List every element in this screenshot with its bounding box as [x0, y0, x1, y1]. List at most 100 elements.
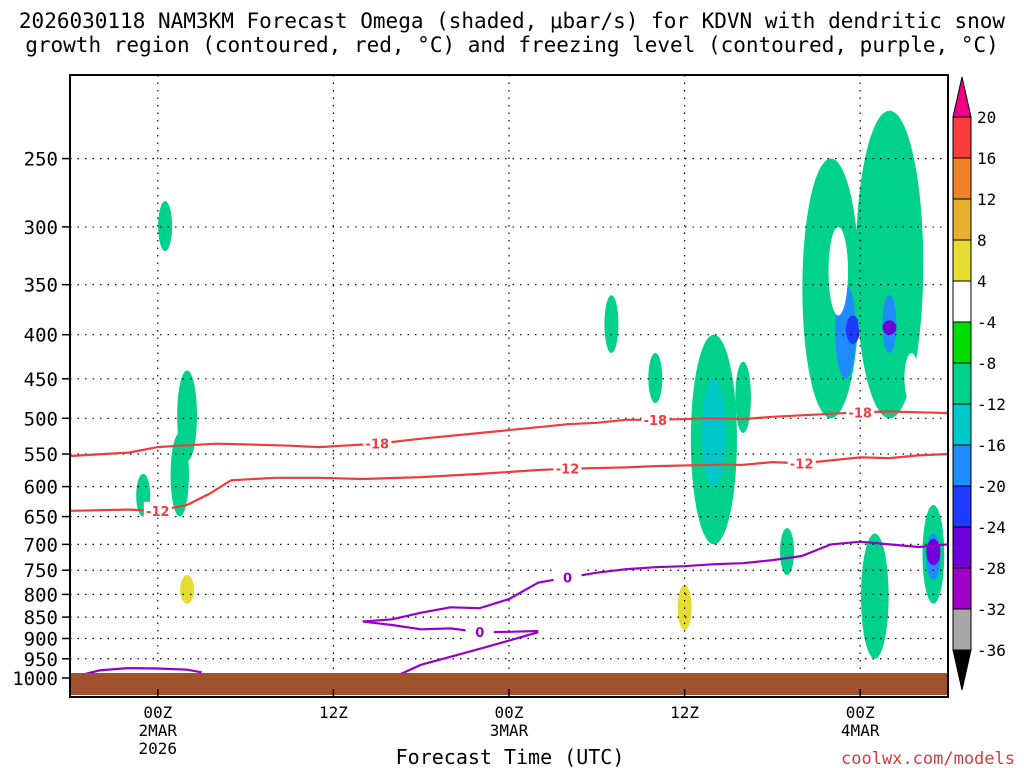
omega-region — [604, 295, 619, 353]
x-tick-year: 2026 — [139, 739, 178, 758]
contour-layer: -18 -18 -18 -12 -12 -12 0 0 — [69, 403, 949, 680]
dgz-minus12-contour — [69, 452, 949, 512]
omega-region — [882, 320, 897, 335]
colorbar-level-label: 8 — [977, 231, 987, 250]
colorbar-level-label: -32 — [977, 600, 1006, 619]
x-axis-label: Forecast Time (UTC) — [396, 745, 625, 768]
y-tick-label-700: 700 — [24, 534, 58, 556]
colorbar-level-label: -4 — [977, 313, 996, 332]
dgz-minus18-contour-label-bg — [641, 410, 670, 427]
dgz-minus18-contour — [69, 410, 949, 458]
y-tick-label-450: 450 — [24, 369, 58, 391]
x-tick-label: 12Z — [319, 703, 348, 722]
omega-region — [904, 352, 919, 404]
omega-region — [211, 226, 236, 335]
freezing-level-lower-contour-label-bg — [465, 623, 494, 640]
freezing-level-lower-contour-label: 0 — [475, 626, 484, 641]
y-tick-label-400: 400 — [24, 325, 58, 347]
colorbar-level-label: -16 — [977, 436, 1006, 455]
omega-region — [121, 538, 136, 576]
x-tick-date: 4MAR — [841, 721, 880, 740]
freezing-level-contour-label: 0 — [563, 572, 572, 587]
colorbar-band — [952, 526, 972, 569]
colorbar-level-label: 16 — [977, 149, 996, 168]
omega-region — [180, 575, 195, 604]
x-tick-date: 3MAR — [490, 721, 529, 740]
omega-region — [780, 527, 795, 576]
watermark: coolwx.com/models — [841, 749, 1015, 768]
omega-region — [702, 378, 726, 487]
terrain-ground — [70, 673, 948, 695]
colorbar-band — [952, 280, 972, 323]
colorbar-level-label: -8 — [977, 354, 996, 373]
colorbar-level-label: -24 — [977, 518, 1006, 537]
omega-region — [855, 110, 924, 419]
colorbar-band — [952, 485, 972, 528]
y-tick-label-300: 300 — [24, 217, 58, 239]
chart-title-line2: growth region (contoured, red, °C) and f… — [25, 33, 999, 57]
y-tick-label-500: 500 — [24, 408, 58, 430]
dgz-minus12-contour-label: -12 — [146, 505, 170, 520]
colorbar-level-label: -36 — [977, 641, 1006, 660]
freezing-level-contour — [362, 540, 949, 623]
x-tick-label: 00Z — [495, 703, 524, 722]
freezing-surface2-contour — [391, 631, 539, 680]
omega-region — [177, 370, 198, 461]
omega-region — [861, 533, 889, 659]
colorbar-band — [952, 608, 972, 651]
colorbar-band — [952, 444, 972, 487]
dgz-minus18-contour-label: -18 — [644, 414, 668, 429]
x-tick-date: 2MAR — [139, 721, 178, 740]
omega-region — [926, 538, 941, 566]
y-axis: 2503003504004505005506006507007508008509… — [12, 149, 70, 690]
colorbar-level-label: 12 — [977, 190, 996, 209]
omega-region — [735, 361, 751, 433]
colorbar-level-label: -12 — [977, 395, 1006, 414]
y-tick-label-800: 800 — [24, 584, 58, 606]
y-tick-label-350: 350 — [24, 275, 58, 297]
dgz-minus12-contour-label-bg — [143, 501, 172, 518]
dgz-minus12-contour-label: -12 — [556, 463, 580, 478]
x-tick-label: 00Z — [846, 703, 875, 722]
dgz-minus12-contour-label: -12 — [790, 457, 814, 472]
freezing-level-lower-contour — [362, 620, 539, 634]
colorbar-band — [952, 362, 972, 405]
colorbar-band — [952, 321, 972, 364]
omega-region — [828, 226, 848, 316]
dgz-minus18-contour-label-bg — [363, 434, 392, 451]
colorbar-max-arrow — [952, 76, 972, 118]
omega-region — [267, 510, 282, 545]
colorbar-band — [952, 239, 972, 282]
omega-region — [802, 454, 830, 576]
chart-title-line1: 2026030118 NAM3KM Forecast Omega (shaded… — [19, 9, 1006, 33]
colorbar-level-label: -20 — [977, 477, 1006, 496]
omega-region — [192, 533, 211, 618]
colorbar-band — [952, 567, 972, 610]
x-tick-label: 00Z — [143, 703, 172, 722]
dgz-minus12-contour-label-bg — [553, 459, 582, 476]
colorbar-band — [952, 116, 972, 159]
y-tick-label-1000: 1000 — [12, 668, 58, 690]
colorbar-level-label: 20 — [977, 108, 996, 127]
grid-lines — [70, 75, 948, 697]
omega-region — [897, 594, 912, 631]
freezing-level-contour-label-bg — [553, 568, 582, 585]
colorbar-min-arrow — [952, 649, 972, 691]
colorbar: -36 -32 -28 -24 -20 -16 -12 -8 -4 4 8 12 16 20 — [952, 76, 1006, 691]
y-tick-label-600: 600 — [24, 477, 58, 499]
y-tick-label-650: 650 — [24, 507, 58, 529]
x-tick-label: 12Z — [670, 703, 699, 722]
omega-region — [845, 315, 860, 344]
colorbar-band — [952, 198, 972, 241]
freezing-surface-contour — [69, 666, 202, 680]
omega-region — [648, 352, 663, 404]
colorbar-level-label: -28 — [977, 559, 1006, 578]
omega-region — [158, 201, 173, 252]
y-tick-label-950: 950 — [24, 649, 58, 671]
colorbar-band — [952, 157, 972, 200]
dgz-minus18-contour-label: -18 — [848, 406, 872, 421]
y-tick-label-250: 250 — [24, 149, 58, 171]
y-tick-label-750: 750 — [24, 560, 58, 582]
